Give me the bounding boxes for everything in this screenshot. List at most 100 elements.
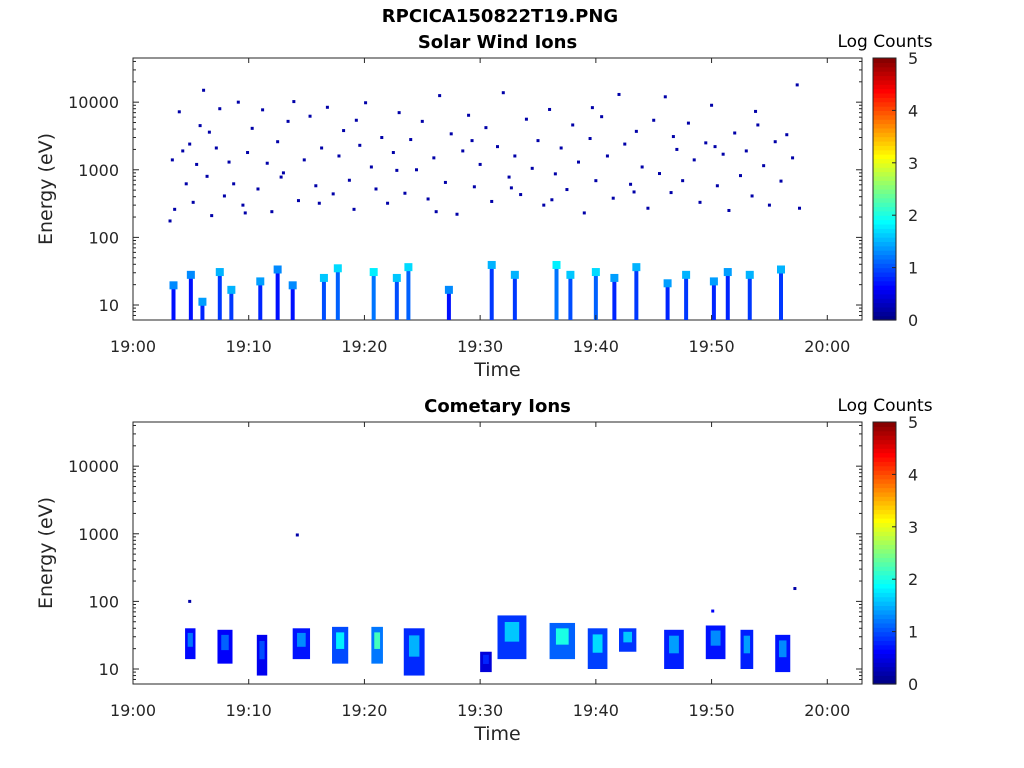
data-point [308, 114, 312, 118]
data-cell [591, 268, 600, 277]
colorbar-segment [873, 223, 896, 229]
colorbar-segment [873, 670, 896, 676]
data-point [710, 103, 714, 107]
data-cell [510, 270, 519, 279]
data-column [200, 301, 205, 320]
colorbar-segment [873, 119, 896, 125]
colorbar-tick-label: 2 [908, 206, 918, 225]
data-cluster-core [374, 632, 381, 649]
data-point [490, 199, 494, 203]
data-point [470, 139, 474, 143]
colorbar-segment [873, 162, 896, 168]
colorbar-segment [873, 250, 896, 256]
colorbar-segment [873, 496, 896, 502]
data-point [295, 533, 299, 537]
data-point [496, 145, 499, 149]
data-point [222, 194, 226, 198]
colorbar-segment [873, 509, 896, 515]
data-point [386, 201, 390, 205]
colorbar-tick-label: 0 [908, 675, 918, 694]
data-cluster-core [710, 630, 721, 646]
data-point [652, 118, 656, 122]
data-point [241, 203, 245, 207]
data-cell [632, 263, 641, 272]
data-point [711, 609, 715, 613]
y-axis-label: Energy (eV) [35, 497, 57, 609]
data-point [658, 172, 661, 176]
colorbar-segment [873, 62, 896, 68]
data-point [793, 587, 797, 591]
colorbar-segment [873, 601, 896, 606]
x-tick-label: 19:20 [341, 701, 387, 720]
x-tick-label: 19:30 [457, 337, 503, 356]
data-point [634, 129, 638, 133]
data-point [577, 160, 580, 164]
colorbar-segment [873, 675, 896, 681]
data-point [675, 147, 679, 151]
colorbar-tick-label: 2 [908, 570, 918, 589]
colorbar-segment [873, 539, 896, 545]
colorbar-segment [873, 154, 896, 160]
y-axis-label: Energy (eV) [35, 133, 57, 245]
data-point [594, 179, 598, 183]
data-point [214, 146, 218, 150]
x-tick-label: 19:20 [341, 337, 387, 356]
data-point [449, 132, 453, 136]
colorbar-label: Log Counts [837, 32, 932, 52]
data-point [342, 129, 346, 133]
data-point [354, 118, 358, 122]
colorbar-segment [873, 531, 896, 537]
data-point [632, 190, 636, 194]
y-tick-label: 10000 [68, 93, 119, 112]
data-point [671, 135, 675, 139]
data-point [358, 143, 362, 147]
colorbar-segment [873, 140, 896, 146]
colorbar-segment [873, 206, 896, 212]
data-cluster-core [408, 635, 420, 657]
data-point [292, 100, 296, 104]
colorbar-segment [873, 657, 896, 663]
data-point [320, 146, 324, 150]
colorbar-segment [873, 184, 896, 190]
data-point [455, 212, 459, 216]
colorbar-segment [873, 535, 896, 541]
colorbar-segment [873, 452, 896, 458]
data-cell [777, 265, 785, 274]
colorbar-segment [873, 553, 896, 558]
colorbar-segment [873, 500, 896, 506]
data-cell [198, 297, 207, 306]
data-cluster-core [259, 640, 265, 660]
colorbar-segment [873, 583, 896, 589]
data-cell [566, 270, 575, 279]
data-cell [663, 279, 672, 288]
data-point [210, 214, 214, 218]
panel-title: Solar Wind Ions [418, 32, 577, 53]
data-cell [392, 273, 401, 282]
data-column [335, 268, 340, 320]
colorbar-segment [873, 167, 896, 173]
data-point [519, 193, 523, 197]
data-point [727, 208, 731, 212]
data-point [509, 186, 513, 190]
data-point [762, 164, 766, 168]
colorbar-segment [873, 258, 896, 264]
colorbar-segment [873, 522, 896, 528]
colorbar-segment [873, 171, 896, 177]
colorbar-tick-label: 0 [908, 311, 918, 330]
data-point [669, 191, 673, 195]
data-point [227, 160, 231, 164]
data-column [568, 274, 573, 320]
data-point [553, 172, 557, 176]
colorbar-segment [873, 158, 896, 164]
data-column [188, 274, 193, 320]
data-column [634, 267, 639, 320]
data-point [173, 207, 177, 211]
data-cluster-core [504, 621, 520, 642]
colorbar-segment [873, 456, 896, 462]
data-point [168, 219, 172, 223]
data-point [663, 95, 667, 99]
data-column [512, 274, 517, 320]
data-cell [333, 264, 342, 273]
colorbar-segment [873, 58, 896, 63]
